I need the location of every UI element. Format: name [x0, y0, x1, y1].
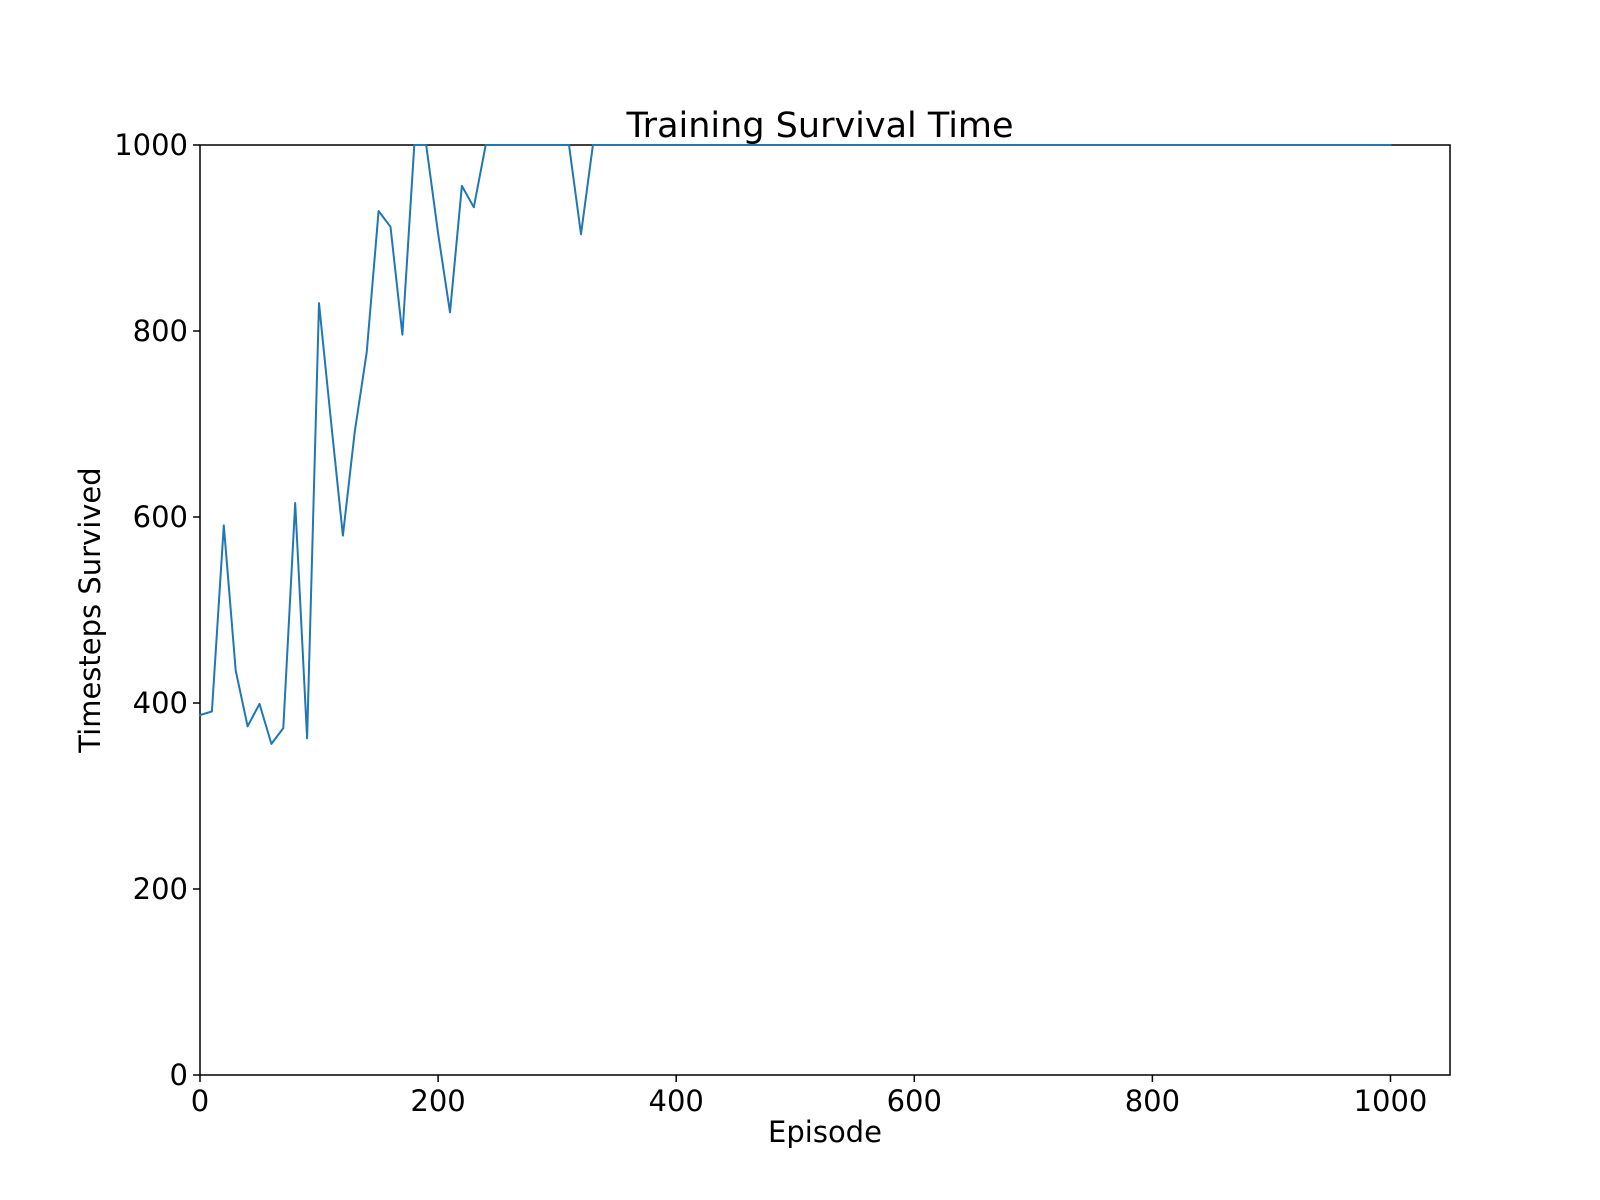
- y-tick-label: 1000: [114, 128, 188, 162]
- x-tick-label: 600: [887, 1084, 942, 1118]
- x-axis: 0 200 400 600 800 1000: [191, 1075, 1428, 1118]
- plot-area: 0 200 400 600 800 1000 0 200 400 600 800 1000: [114, 128, 1451, 1118]
- x-tick-label: 400: [649, 1084, 704, 1118]
- y-tick-label: 800: [133, 314, 188, 348]
- y-axis-label: Timesteps Survived: [73, 467, 107, 753]
- x-tick-label: 800: [1125, 1084, 1180, 1118]
- x-tick-label: 0: [191, 1084, 209, 1118]
- x-tick-label: 1000: [1354, 1084, 1428, 1118]
- survival-time-line: [198, 144, 1392, 745]
- x-tick-label: 200: [410, 1084, 465, 1118]
- y-tick-label: 400: [133, 686, 188, 720]
- y-tick-label: 600: [133, 500, 188, 534]
- x-axis-label: Episode: [768, 1115, 882, 1149]
- chart-title: Training Survival Time: [625, 106, 1013, 146]
- y-axis: 0 200 400 600 800 1000: [114, 128, 200, 1092]
- y-tick-label: 0: [170, 1058, 188, 1092]
- y-tick-label: 200: [133, 872, 188, 906]
